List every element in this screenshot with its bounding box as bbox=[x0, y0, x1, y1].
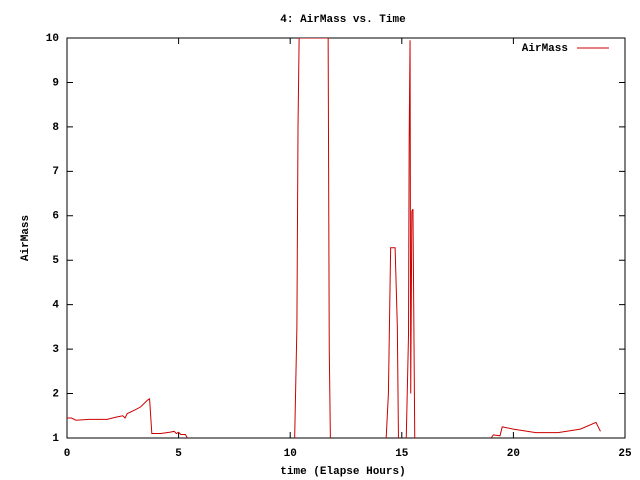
data-line bbox=[67, 38, 601, 438]
x-tick-label: 20 bbox=[507, 448, 520, 460]
y-tick-label: 4 bbox=[52, 300, 59, 312]
y-tick-label: 8 bbox=[52, 122, 59, 134]
chart-title: 4: AirMass vs. Time bbox=[280, 14, 406, 26]
y-tick-label: 6 bbox=[52, 211, 59, 223]
x-tick-label: 0 bbox=[64, 448, 71, 460]
y-tick-label: 1 bbox=[52, 433, 59, 445]
plot-border bbox=[66, 37, 626, 439]
x-tick-label: 5 bbox=[175, 448, 182, 460]
y-tick-label: 7 bbox=[52, 166, 59, 178]
y-tick-label: 9 bbox=[52, 77, 59, 89]
y-tick-label: 10 bbox=[46, 33, 59, 45]
y-tick-label: 3 bbox=[52, 344, 59, 356]
x-axis-label: time (Elapse Hours) bbox=[280, 466, 405, 478]
legend-label: AirMass bbox=[522, 43, 568, 55]
y-tick-label: 5 bbox=[52, 255, 59, 267]
y-axis-label: AirMass bbox=[20, 215, 32, 261]
x-tick-label: 25 bbox=[618, 448, 632, 460]
y-tick-label: 2 bbox=[52, 388, 59, 400]
x-tick-label: 10 bbox=[284, 448, 297, 460]
x-tick-label: 15 bbox=[395, 448, 409, 460]
